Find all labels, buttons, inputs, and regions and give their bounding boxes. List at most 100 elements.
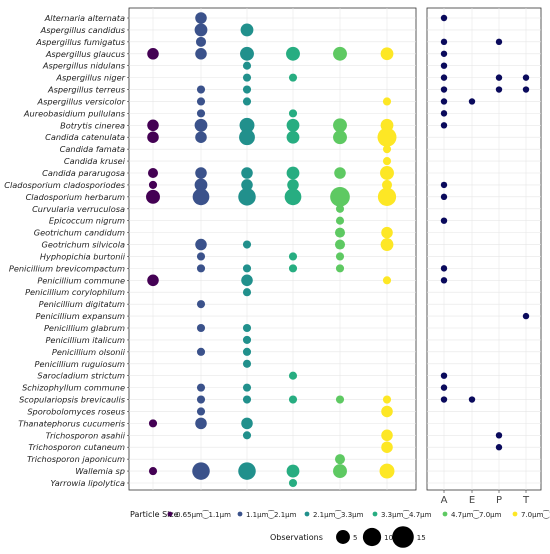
legend: Particle Size Observations 0.65μm⁐1.1μm 1… — [130, 510, 550, 548]
legend-size-label: 10 — [384, 534, 393, 542]
bubble-point — [147, 274, 159, 287]
bubble-point — [194, 178, 208, 192]
species-label: Epicoccum nigrum — [49, 216, 125, 226]
bubble-point — [284, 188, 302, 206]
species-label: Penicillium expansum — [35, 311, 125, 321]
bubble-point — [382, 395, 392, 404]
presence-point — [440, 122, 448, 129]
bubble-point — [333, 46, 347, 61]
legend-size-swatch — [392, 526, 414, 548]
species-label: Wallemia sp — [75, 466, 125, 476]
species-label: Geotrichum silvicola — [42, 240, 125, 250]
species-label: Trichosporon asahii — [46, 430, 126, 440]
bubble-point — [196, 395, 206, 404]
bubble-point — [288, 371, 298, 380]
species-label: Yarrowia lipolytica — [51, 478, 125, 488]
bubble-point — [382, 157, 392, 166]
species-label: Penicillium olsonii — [52, 347, 126, 357]
legend-label: 0.65μm⁐1.1μm — [176, 510, 231, 519]
bubble-point — [196, 97, 206, 106]
bubble-point — [334, 167, 346, 179]
bubble-point — [240, 23, 254, 37]
bubble-point — [242, 97, 252, 106]
presence-point — [440, 62, 448, 69]
species-label: Aspergillus candidus — [40, 25, 126, 35]
species-label: Aspergillus nidulans — [42, 61, 126, 71]
species-label: Hyphopichia burtonii — [40, 251, 126, 261]
presence-point — [440, 110, 448, 117]
particle-size-legend-title: Particle Size — [130, 510, 179, 519]
bubble-point — [288, 252, 298, 261]
bubble-point — [242, 323, 252, 333]
bubble-point — [382, 145, 392, 154]
bubble-point — [335, 252, 345, 261]
presence-point — [522, 74, 530, 81]
bubble-point — [242, 61, 252, 70]
bubble-point — [242, 335, 252, 344]
bubble-point — [147, 167, 159, 179]
species-label: Sarocladium strictum — [37, 371, 125, 381]
presence-point — [440, 14, 448, 22]
species-label: Trichosporon cutaneum — [28, 442, 125, 452]
species-label: Aureobasidium pullulans — [23, 108, 126, 118]
bubble-point — [333, 130, 347, 145]
bubble-point — [334, 454, 346, 465]
presence-category-label: A — [441, 495, 448, 506]
bubble-point — [288, 478, 298, 488]
presence-point — [440, 372, 448, 379]
legend-swatch — [372, 511, 378, 517]
bubble-point — [286, 118, 300, 132]
bubble-point — [380, 47, 394, 61]
bubble-point — [286, 46, 300, 61]
presence-point — [440, 193, 448, 201]
bubble-point — [241, 167, 253, 179]
bubble-point — [196, 323, 206, 333]
bubble-point — [148, 419, 158, 428]
bubble-point — [196, 264, 206, 273]
presence-point — [495, 74, 503, 81]
bubble-point — [377, 187, 397, 206]
main-panel-frame — [128, 7, 417, 491]
species-label: Penicillium italicum — [45, 335, 125, 345]
species-label: Cladosporium cladosporiodes — [4, 180, 125, 190]
presence-point — [495, 38, 503, 46]
species-label: Candida catenulata — [45, 132, 125, 142]
bubble-point — [241, 179, 253, 191]
presence-point — [440, 50, 448, 57]
bubble-point — [380, 166, 394, 180]
bubble-point — [377, 127, 397, 147]
presence-point — [440, 217, 448, 224]
presence-point — [440, 74, 448, 81]
bubble-point — [381, 429, 393, 442]
presence-point — [440, 265, 448, 272]
bubble-point — [334, 227, 346, 238]
bubble-point — [195, 238, 207, 251]
presence-point — [440, 396, 448, 403]
bubble-point — [286, 464, 300, 478]
species-label: Aspergillus terreus — [47, 85, 126, 95]
species-label: Penicillium commune — [37, 275, 125, 285]
bubble-point — [196, 252, 206, 261]
bubble-point — [194, 23, 208, 37]
bubble-point — [288, 264, 298, 273]
bubble-point — [242, 431, 252, 440]
bubble-point — [382, 276, 392, 285]
bubble-point — [288, 109, 298, 118]
presence-point — [440, 98, 448, 105]
bubble-point — [196, 347, 206, 356]
legend-size-label: 5 — [353, 534, 357, 542]
species-label: Geotrichum candidum — [34, 228, 125, 238]
species-label: Schizophyllum commune — [22, 383, 125, 393]
species-label: Candida pararugosa — [42, 168, 125, 178]
species-label: Cladosporium herbarum — [26, 192, 125, 202]
species-label: Penicillium digitatum — [39, 299, 125, 309]
bubble-point — [288, 395, 298, 404]
species-label: Botrytis cinerea — [60, 120, 125, 130]
legend-size-swatch — [362, 527, 382, 547]
bubble-point — [147, 119, 159, 132]
presence-point — [495, 432, 503, 439]
bubble-point — [147, 47, 159, 60]
bubble-point — [195, 167, 207, 179]
presence-point — [440, 277, 448, 284]
